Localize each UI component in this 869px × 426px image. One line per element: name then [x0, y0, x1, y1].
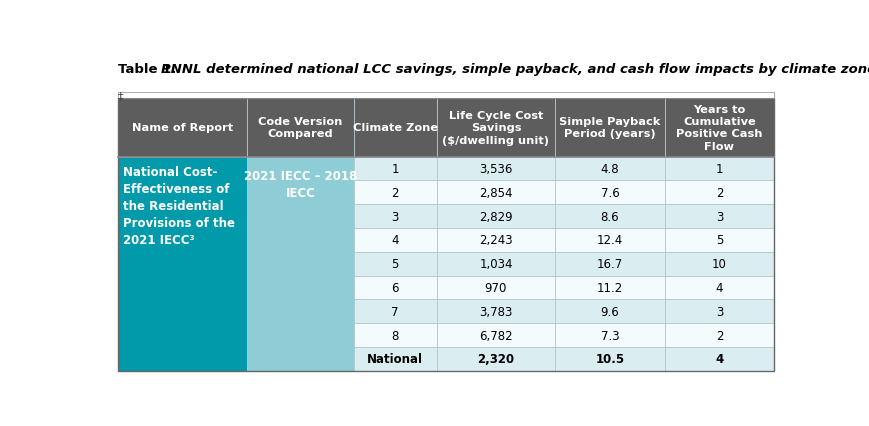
Bar — [554, 323, 664, 347]
Text: PNNL determined national LCC savings, simple payback, and cash flow impacts by c: PNNL determined national LCC savings, si… — [161, 63, 869, 75]
Bar — [664, 99, 773, 157]
Text: 7.3: 7.3 — [600, 329, 619, 342]
Text: Years to
Cumulative
Positive Cash
Flow: Years to Cumulative Positive Cash Flow — [675, 104, 762, 152]
Text: 970: 970 — [484, 281, 507, 294]
Bar — [353, 276, 436, 300]
Bar — [436, 276, 554, 300]
Bar — [353, 228, 436, 252]
Text: Table 1.: Table 1. — [117, 63, 180, 75]
Bar — [353, 99, 436, 157]
Text: 4: 4 — [391, 234, 399, 247]
Bar — [436, 157, 554, 181]
Bar — [436, 181, 554, 205]
Bar — [664, 228, 773, 252]
Text: 4: 4 — [715, 281, 722, 294]
Bar — [664, 300, 773, 323]
Bar — [353, 205, 436, 228]
Text: National: National — [367, 353, 422, 366]
Text: 6,782: 6,782 — [479, 329, 512, 342]
Text: 2,320: 2,320 — [477, 353, 514, 366]
Text: 2: 2 — [391, 186, 399, 199]
Bar — [353, 157, 436, 181]
Text: 8: 8 — [391, 329, 398, 342]
Text: 3: 3 — [391, 210, 398, 223]
Bar — [664, 205, 773, 228]
Text: 10: 10 — [711, 258, 726, 271]
Text: 1: 1 — [391, 163, 399, 176]
Bar — [247, 99, 353, 157]
Text: ‡: ‡ — [117, 90, 123, 101]
Bar — [664, 276, 773, 300]
Text: 9.6: 9.6 — [600, 305, 619, 318]
Text: 2021 IECC – 2018
IECC: 2021 IECC – 2018 IECC — [243, 170, 356, 199]
Text: 3,783: 3,783 — [479, 305, 512, 318]
Bar — [554, 300, 664, 323]
Text: 7: 7 — [391, 305, 399, 318]
Text: 7.6: 7.6 — [600, 186, 619, 199]
Bar — [436, 205, 554, 228]
Bar — [664, 157, 773, 181]
Bar — [554, 252, 664, 276]
Text: 2,854: 2,854 — [479, 186, 512, 199]
Text: 8.6: 8.6 — [600, 210, 619, 223]
Text: Life Cycle Cost
Savings
($/dwelling unit): Life Cycle Cost Savings ($/dwelling unit… — [442, 111, 549, 145]
Text: 6: 6 — [391, 281, 399, 294]
Text: Name of Report: Name of Report — [132, 123, 233, 133]
Text: 1,034: 1,034 — [479, 258, 512, 271]
Bar — [664, 181, 773, 205]
Bar — [117, 93, 773, 99]
Bar — [117, 157, 247, 371]
Bar — [353, 252, 436, 276]
Bar — [664, 323, 773, 347]
Text: 3: 3 — [715, 305, 722, 318]
Text: 10.5: 10.5 — [594, 353, 624, 366]
Bar — [436, 323, 554, 347]
Bar — [554, 347, 664, 371]
Text: Simple Payback
Period (years): Simple Payback Period (years) — [559, 117, 660, 139]
Text: Climate Zone: Climate Zone — [352, 123, 437, 133]
Text: 4: 4 — [714, 353, 723, 366]
Text: 3: 3 — [715, 210, 722, 223]
Bar — [353, 347, 436, 371]
Bar — [247, 157, 353, 371]
Text: 1: 1 — [715, 163, 722, 176]
Bar — [554, 99, 664, 157]
Text: National Cost-
Effectiveness of
the Residential
Provisions of the
2021 IECC³: National Cost- Effectiveness of the Resi… — [123, 165, 235, 246]
Text: 3,536: 3,536 — [479, 163, 512, 176]
Text: 11.2: 11.2 — [596, 281, 622, 294]
Text: 16.7: 16.7 — [596, 258, 622, 271]
Bar — [436, 228, 554, 252]
Text: 2: 2 — [715, 186, 722, 199]
Text: 2: 2 — [715, 329, 722, 342]
Text: Code Version
Compared: Code Version Compared — [258, 117, 342, 139]
Bar — [554, 181, 664, 205]
Text: 5: 5 — [715, 234, 722, 247]
Bar — [554, 228, 664, 252]
Bar — [436, 252, 554, 276]
Bar — [554, 276, 664, 300]
Text: 2,829: 2,829 — [479, 210, 512, 223]
Bar — [117, 99, 773, 371]
Text: 2,243: 2,243 — [479, 234, 512, 247]
Text: 12.4: 12.4 — [596, 234, 622, 247]
Bar — [353, 300, 436, 323]
Bar — [353, 323, 436, 347]
Bar — [664, 252, 773, 276]
Bar — [436, 300, 554, 323]
Bar — [436, 99, 554, 157]
Text: 4.8: 4.8 — [600, 163, 619, 176]
Bar — [554, 205, 664, 228]
Bar — [554, 157, 664, 181]
Bar — [664, 347, 773, 371]
Text: 5: 5 — [391, 258, 398, 271]
Bar — [117, 99, 247, 157]
Bar — [353, 181, 436, 205]
Bar — [436, 347, 554, 371]
